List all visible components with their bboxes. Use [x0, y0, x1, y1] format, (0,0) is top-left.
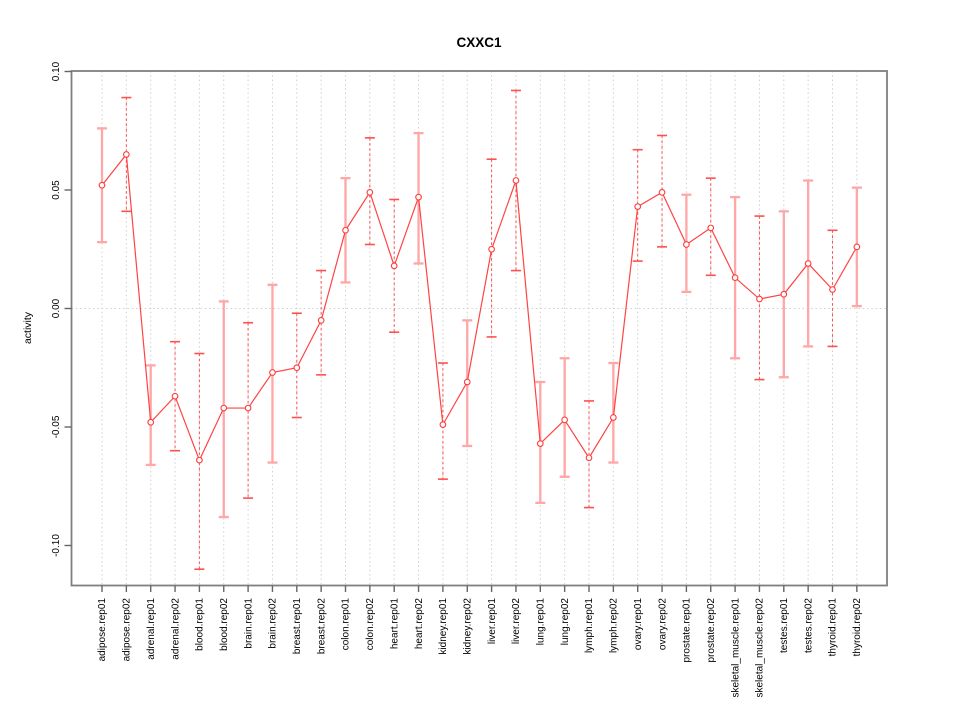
y-tick-label: 0.05 [51, 180, 62, 200]
data-point [244, 404, 252, 412]
y-tick-label: 0.10 [51, 61, 62, 81]
x-tick-label: prostate.rep02 [706, 598, 717, 663]
y-tick-label: -0.05 [51, 415, 62, 438]
series-line [101, 152, 858, 462]
x-tick-label: adipose.rep02 [122, 598, 133, 662]
data-point [98, 181, 106, 189]
gridlines [71, 71, 887, 586]
data-point [463, 378, 471, 386]
data-point [536, 440, 544, 447]
data-point [269, 369, 276, 376]
x-tick-label: kidney.rep01 [438, 598, 449, 655]
data-point [756, 295, 763, 303]
x-tick-label: lung.rep02 [560, 598, 571, 646]
x-tick-label: blood.rep01 [195, 598, 206, 651]
x-tick-label: colon.rep02 [365, 598, 376, 651]
x-tick-label: breast.rep02 [316, 598, 327, 655]
data-point [780, 290, 788, 298]
x-tick-label: testes.rep01 [779, 598, 790, 653]
x-tick-label: blood.rep02 [219, 598, 230, 651]
error-bars [97, 89, 862, 571]
data-point [731, 274, 739, 282]
data-point [561, 416, 569, 424]
x-tick-label: brain.rep01 [243, 598, 254, 649]
data-point [488, 245, 495, 253]
data-point [196, 456, 203, 464]
data-point [147, 418, 155, 426]
data-point [366, 189, 374, 196]
y-axis-ticks-and-labels: 0.10 0.05 0.00 -0.05 -0.10 [51, 61, 72, 557]
y-tick-label: -0.10 [51, 534, 62, 557]
data-point [634, 203, 642, 210]
data-point-markers [98, 151, 861, 464]
x-tick-label: lymph.rep02 [609, 598, 620, 653]
x-tick-label: lymph.rep01 [584, 598, 595, 653]
data-point [707, 224, 715, 232]
x-tick-label: thyroid.rep01 [828, 598, 839, 657]
x-tick-label: colon.rep01 [341, 598, 352, 651]
data-point [122, 151, 130, 158]
data-point [683, 241, 690, 248]
data-point [585, 454, 593, 462]
data-point [658, 189, 666, 196]
x-axis-ticks-and-labels: adipose.rep01 adipose.rep02 adrenal.rep01 a… [97, 585, 863, 698]
data-point [293, 364, 301, 372]
data-point [804, 260, 812, 267]
x-tick-label: heart.rep01 [389, 598, 400, 650]
x-tick-label: liver.rep02 [511, 598, 522, 645]
plot-box [70, 70, 888, 587]
data-point [829, 286, 836, 293]
x-tick-label: testes.rep02 [803, 598, 814, 653]
data-point [317, 317, 325, 324]
data-point [415, 193, 422, 201]
x-tick-label: prostate.rep01 [682, 598, 693, 663]
data-point [609, 414, 617, 421]
x-tick-label: lung.rep01 [536, 598, 547, 646]
x-tick-label: thyroid.rep02 [852, 598, 863, 657]
x-tick-label: breast.rep01 [292, 598, 303, 655]
x-tick-label: heart.rep02 [414, 598, 425, 650]
data-point [439, 421, 447, 428]
chart-title: CXXC1 [456, 35, 502, 50]
x-tick-label: ovary.rep01 [633, 598, 644, 651]
x-tick-label: ovary.rep02 [657, 598, 668, 651]
x-tick-label: kidney.rep02 [462, 598, 473, 655]
data-point [512, 177, 520, 184]
x-tick-label: adipose.rep01 [97, 598, 108, 662]
plot-border [70, 70, 888, 587]
data-point [220, 404, 228, 412]
x-tick-label: brain.rep02 [268, 598, 279, 649]
data-point [342, 226, 349, 234]
data-point [853, 243, 861, 251]
x-tick-label: skeletal_muscle.rep02 [755, 598, 766, 698]
x-tick-label: adrenal.rep01 [146, 598, 157, 660]
x-tick-label: adrenal.rep02 [170, 598, 181, 660]
x-tick-label: skeletal_muscle.rep01 [730, 598, 741, 698]
y-tick-label: 0.00 [51, 298, 62, 318]
data-point [171, 392, 179, 400]
x-tick-label: liver.rep01 [487, 598, 498, 645]
series-polyline [101, 152, 858, 462]
y-axis-label: activity [22, 311, 34, 344]
data-point [390, 262, 398, 270]
